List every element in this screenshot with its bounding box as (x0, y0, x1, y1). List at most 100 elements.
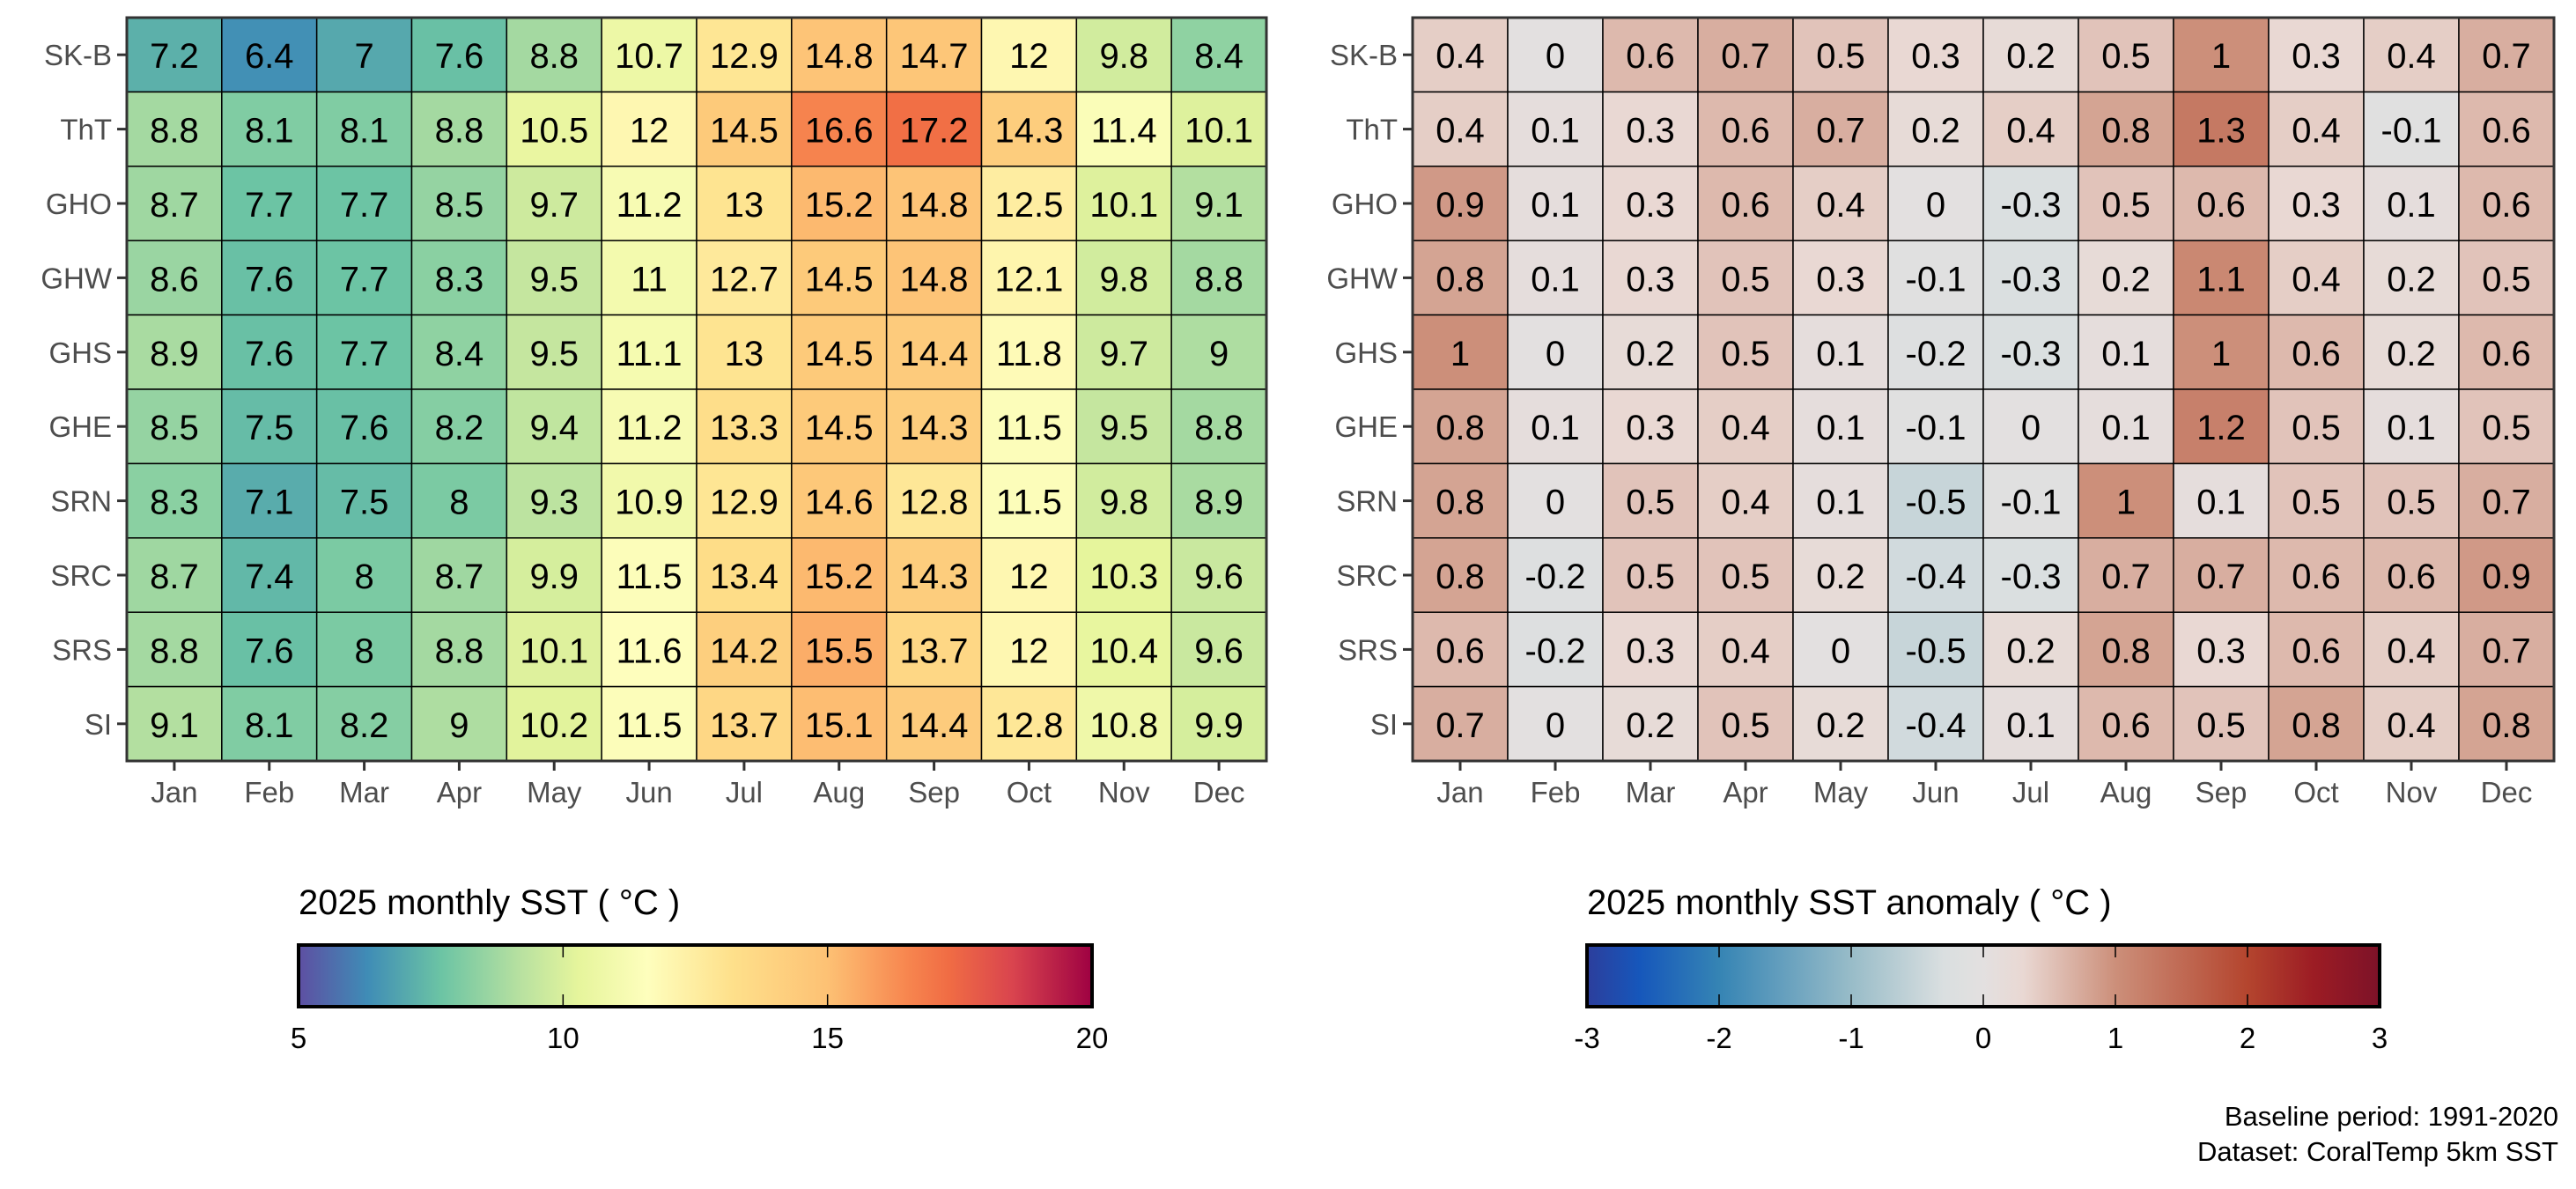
heatmap-cell: 0.6 (2363, 537, 2460, 613)
cell-rect (1075, 611, 1172, 688)
x-tick-label: Mar (1626, 776, 1676, 809)
cell-value-label: 12.7 (710, 260, 779, 299)
heatmap-cell: 13.7 (696, 685, 793, 762)
sst-colorbar-legend: 2025 monthly SST ( °C ) 5 10 15 20 (291, 883, 1109, 1054)
cell-value-label: 14.5 (710, 112, 779, 151)
cell-rect (2268, 166, 2365, 241)
cell-value-label: 6.4 (245, 37, 294, 76)
heatmap-cell: 0.3 (1602, 388, 1699, 465)
cell-value-label: 1.3 (2196, 112, 2246, 151)
cell-rect (1887, 240, 1984, 316)
heatmap-cell: 0.2 (1792, 537, 1889, 613)
heatmap-cell: 11.6 (601, 611, 698, 688)
heatmap-cell: 0.1 (1792, 388, 1889, 465)
heatmap-cell: 0.8 (1412, 537, 1509, 613)
heatmap-cell: 0.5 (2363, 462, 2460, 539)
cell-rect (1982, 388, 2079, 465)
cell-value-label: 10.7 (615, 37, 683, 76)
heatmap-cell: 11.5 (980, 388, 1078, 465)
heatmap-cell: 13.7 (885, 611, 983, 688)
cell-value-label: 14.6 (805, 484, 874, 522)
cell-value-label: 8 (354, 631, 373, 670)
x-tick-label: Feb (244, 776, 294, 809)
cell-value-label: 13.7 (710, 706, 779, 745)
cell-value-label: 8 (354, 558, 373, 596)
cell-rect (1982, 91, 2079, 167)
cell-value-label: 0.3 (2292, 37, 2341, 76)
cell-rect (1887, 388, 1984, 465)
cell-value-label: 0.3 (1626, 631, 1675, 670)
cell-value-label: 0.6 (2482, 112, 2531, 151)
cell-value-label: 0.9 (2482, 558, 2531, 596)
heatmap-cell: 12 (601, 91, 698, 167)
cell-rect (1792, 91, 1889, 167)
cell-value-label: 8.2 (435, 409, 484, 447)
cell-value-label: 0.6 (2482, 335, 2531, 373)
cell-rect (315, 462, 413, 539)
heatmap-cell: 10.1 (1170, 91, 1267, 167)
heatmap-cell: 0.1 (1792, 462, 1889, 539)
cell-value-label: 8.4 (1194, 37, 1244, 76)
x-tick-label: May (527, 776, 582, 809)
heatmap-cell: 10.3 (1075, 537, 1172, 613)
cell-value-label: 0.4 (2292, 112, 2341, 151)
heatmap-cell: 0.7 (2078, 537, 2174, 613)
heatmap-cell: 0.3 (2268, 166, 2365, 241)
cell-value-label: 17.2 (900, 112, 969, 151)
heatmap-cell: 0.5 (1697, 685, 1794, 762)
heatmap-cell: 11.5 (601, 685, 698, 762)
cell-rect (1982, 17, 2079, 93)
cell-rect (980, 91, 1078, 167)
cell-value-label: 11.8 (996, 335, 1062, 373)
heatmap-cell: 0.2 (1982, 611, 2079, 688)
cell-value-label: 14.8 (900, 260, 969, 299)
heatmap-cell: 0.5 (1697, 537, 1794, 613)
cell-value-label: 8.7 (150, 558, 199, 596)
cell-value-label: 8.8 (529, 37, 579, 76)
cell-value-label: -0.5 (1906, 631, 1967, 670)
colorbar-tick-label: 2 (2240, 1022, 2255, 1054)
heatmap-cell: 0.3 (1602, 91, 1699, 167)
heatmap-cell: 7.6 (221, 240, 318, 316)
heatmap-cell: 9.1 (1170, 166, 1267, 241)
heatmap-cell: 0.7 (1697, 17, 1794, 93)
heatmap-cell: 0.1 (2078, 314, 2174, 390)
heatmap-cell: 0.9 (1412, 166, 1509, 241)
cell-value-label: 9.9 (1194, 706, 1244, 745)
cell-rect (1170, 537, 1267, 613)
heatmap-cell: 11 (601, 240, 698, 316)
cell-rect (2078, 685, 2174, 762)
heatmap-cell: 7.6 (221, 314, 318, 390)
heatmap-cell: 0.6 (2458, 91, 2555, 167)
y-tick-label: GHO (1332, 188, 1398, 220)
cell-rect (410, 462, 508, 539)
cell-rect (1887, 611, 1984, 688)
cell-rect (1412, 537, 1509, 613)
cell-rect (980, 388, 1078, 465)
cell-value-label: 0.6 (1721, 112, 1770, 151)
cell-rect (1075, 685, 1172, 762)
cell-rect (2173, 685, 2270, 762)
cell-value-label: 0.1 (2101, 409, 2151, 447)
cell-rect (2173, 240, 2270, 316)
heatmap-cell: 14.4 (885, 314, 983, 390)
cell-value-label: 11.5 (996, 484, 1062, 522)
x-tick-label: Feb (1531, 776, 1581, 809)
heatmap-cell: 0.1 (2363, 388, 2460, 465)
cell-value-label: 9 (1209, 335, 1229, 373)
cell-rect (2458, 91, 2555, 167)
cell-value-label: -0.4 (1906, 706, 1967, 745)
cell-value-label: 0.5 (2387, 484, 2436, 522)
heatmap-cell: 0.8 (2458, 685, 2555, 762)
cell-rect (2078, 388, 2174, 465)
cell-rect (2458, 240, 2555, 316)
cell-rect (2268, 537, 2365, 613)
cell-value-label: 0.3 (2196, 631, 2246, 670)
heatmap-cell: 0.9 (2458, 537, 2555, 613)
cell-value-label: 10.2 (520, 706, 588, 745)
heatmap-cell: 0 (1982, 388, 2079, 465)
heatmap-cell: -0.2 (1887, 314, 1984, 390)
cell-rect (1075, 462, 1172, 539)
heatmap-cell: 7.6 (410, 17, 508, 93)
cell-rect (1602, 314, 1699, 390)
